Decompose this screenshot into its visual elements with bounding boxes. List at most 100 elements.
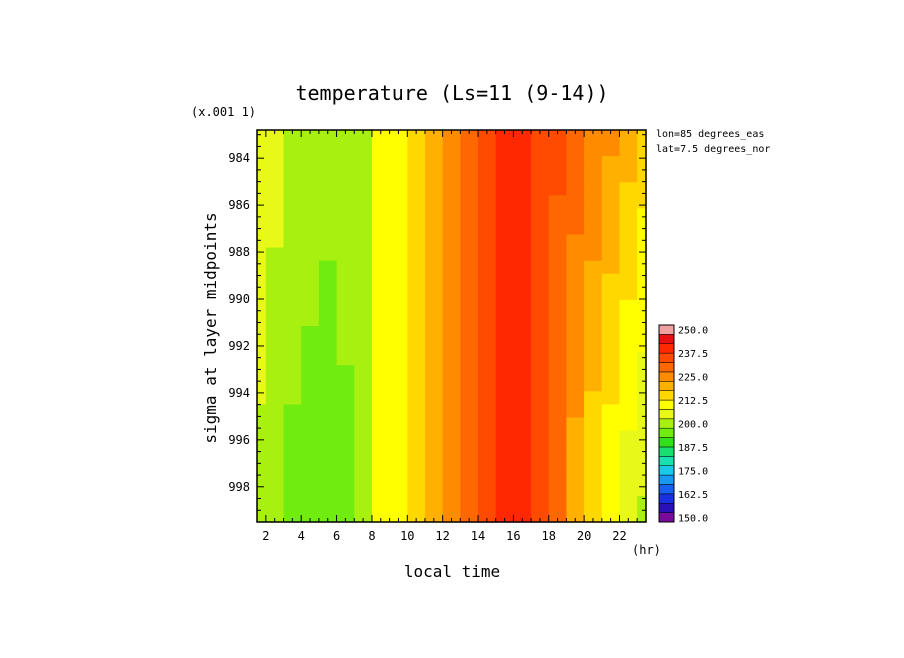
- heatmap-cell: [389, 430, 408, 445]
- heatmap-cell: [478, 247, 497, 262]
- heatmap-cell: [531, 299, 550, 314]
- heatmap-cell: [354, 339, 373, 353]
- colorbar-swatch: [658, 371, 675, 382]
- heatmap-cell: [513, 130, 532, 144]
- heatmap-cell: [460, 417, 479, 432]
- heatmap-cell: [283, 273, 302, 288]
- heatmap-cell: [513, 208, 532, 223]
- heatmap-cell: [584, 312, 603, 327]
- heatmap-cell: [371, 156, 391, 170]
- heatmap-cell: [495, 430, 514, 445]
- heatmap-cell: [513, 339, 532, 353]
- heatmap-cell: [637, 417, 647, 432]
- heatmap-cell: [371, 326, 391, 340]
- heatmap-cell: [424, 495, 444, 510]
- heatmap-cell: [460, 469, 479, 484]
- heatmap-cell: [531, 156, 550, 170]
- heatmap-cell: [478, 130, 497, 144]
- heatmap-cell: [257, 247, 267, 262]
- heatmap-cell: [442, 273, 461, 288]
- heatmap-cell: [257, 430, 267, 445]
- heatmap-cell: [354, 299, 373, 314]
- y-tick-label: 990: [228, 292, 250, 306]
- heatmap-cell: [424, 130, 444, 144]
- heatmap-cell: [495, 312, 514, 327]
- heatmap-cell: [601, 182, 621, 196]
- heatmap-cell: [407, 273, 426, 288]
- heatmap-cell: [318, 286, 338, 301]
- colorbar-label: 175.0: [678, 466, 708, 477]
- heatmap-cell: [318, 299, 338, 314]
- heatmap-cell: [584, 195, 603, 209]
- heatmap-cell: [637, 456, 647, 471]
- heatmap-cell: [495, 273, 514, 288]
- heatmap-cell: [566, 299, 585, 314]
- heatmap-cell: [424, 247, 444, 262]
- heatmap-cell: [619, 417, 638, 432]
- heatmap-cell: [584, 260, 603, 275]
- heatmap-cell: [318, 456, 338, 471]
- heatmap-cell: [584, 404, 603, 419]
- heatmap-cell: [566, 326, 585, 340]
- heatmap-cell: [265, 286, 285, 301]
- heatmap-cell: [460, 156, 479, 170]
- heatmap-cell: [257, 365, 267, 379]
- heatmap-cell: [283, 208, 302, 223]
- heatmap-cell: [283, 339, 302, 353]
- heatmap-cell: [513, 156, 532, 170]
- heatmap-cell: [442, 286, 461, 301]
- heatmap-cell: [495, 352, 514, 366]
- colorbar-swatch: [658, 512, 675, 523]
- colorbar: 250.0 237.5 225.0 212.5 200.0 187.5 175.0 162.5…: [658, 324, 708, 524]
- heatmap-cell: [283, 286, 302, 301]
- colorbar-swatch: [658, 381, 675, 391]
- heatmap-cell: [495, 130, 514, 144]
- heatmap-cell: [442, 378, 461, 392]
- heatmap-cell: [637, 130, 647, 144]
- heatmap-cell: [619, 508, 638, 523]
- heatmap-cell: [584, 339, 603, 353]
- colorbar-label: 162.5: [678, 490, 708, 501]
- heatmap-cell: [601, 469, 621, 484]
- colorbar-swatch: [658, 343, 675, 354]
- y-tick-label: 986: [228, 198, 250, 212]
- heatmap-cell: [336, 169, 355, 183]
- heatmap-cell: [257, 143, 267, 157]
- heatmap-cell: [442, 299, 461, 314]
- heatmap-cell: [389, 326, 408, 340]
- heatmap-cell: [265, 482, 285, 497]
- heatmap-cell: [619, 456, 638, 471]
- heatmap-cell: [318, 339, 338, 353]
- heatmap-cell: [336, 456, 355, 471]
- heatmap-cell: [265, 456, 285, 471]
- heatmap-cell: [584, 143, 603, 157]
- heatmap-cell: [460, 221, 479, 236]
- heatmap-cell: [619, 221, 638, 236]
- heatmap-cell: [531, 352, 550, 366]
- heatmap-cell: [407, 482, 426, 497]
- heatmap-cell: [389, 339, 408, 353]
- heatmap-cell: [584, 378, 603, 392]
- heatmap-cell: [354, 482, 373, 497]
- colorbar-label: 212.5: [678, 396, 708, 407]
- heatmap-cell: [601, 378, 621, 392]
- heatmap-cell: [601, 430, 621, 445]
- heatmap-cell: [460, 195, 479, 209]
- heatmap-cell: [257, 326, 267, 340]
- heatmap-cell: [584, 352, 603, 366]
- heatmap-cell: [478, 234, 497, 249]
- heatmap-cell: [478, 143, 497, 157]
- heatmap-cell: [283, 221, 302, 236]
- heatmap-cell: [257, 130, 267, 144]
- heatmap-cell: [442, 430, 461, 445]
- heatmap-cell: [318, 169, 338, 183]
- heatmap-cell: [548, 482, 568, 497]
- heatmap-cell: [478, 339, 497, 353]
- heatmap-cell: [619, 378, 638, 392]
- heatmap-cell: [336, 339, 355, 353]
- heatmap-cell: [442, 339, 461, 353]
- heatmap-cell: [371, 430, 391, 445]
- heatmap-cell: [531, 143, 550, 157]
- y-axis-label: sigma at layer midpoints: [201, 212, 220, 443]
- heatmap-cell: [495, 365, 514, 379]
